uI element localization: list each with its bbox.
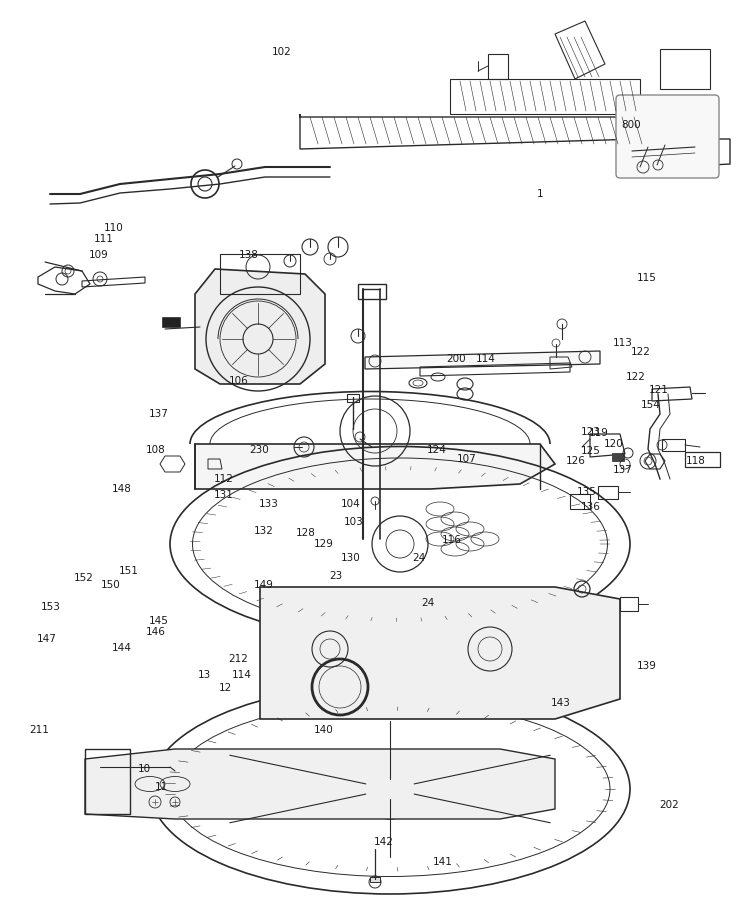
Text: 24: 24	[412, 552, 425, 563]
Text: 141: 141	[433, 856, 452, 867]
Text: 113: 113	[613, 337, 632, 348]
Text: 131: 131	[214, 489, 233, 500]
Text: 24: 24	[421, 597, 434, 608]
Text: 154: 154	[641, 399, 661, 410]
Text: 108: 108	[146, 444, 166, 455]
Bar	[370, 877, 380, 882]
Text: 129: 129	[314, 538, 334, 548]
Text: 139: 139	[637, 660, 656, 671]
Text: 202: 202	[659, 799, 679, 810]
Polygon shape	[260, 587, 620, 719]
Text: 145: 145	[149, 615, 169, 626]
Text: 149: 149	[254, 579, 274, 590]
Polygon shape	[195, 270, 325, 384]
Text: 211: 211	[29, 723, 49, 734]
Text: 112: 112	[214, 473, 233, 483]
Text: 800: 800	[622, 119, 641, 130]
Text: 1: 1	[537, 189, 543, 199]
Text: 140: 140	[314, 723, 334, 734]
Text: 136: 136	[581, 502, 601, 512]
Polygon shape	[365, 352, 600, 370]
Text: 103: 103	[344, 516, 364, 527]
Text: 115: 115	[637, 272, 656, 283]
Text: 132: 132	[254, 525, 274, 536]
Polygon shape	[85, 750, 555, 819]
Text: 144: 144	[112, 642, 131, 653]
Text: 118: 118	[686, 455, 706, 465]
Text: 107: 107	[457, 453, 476, 464]
Text: 124: 124	[427, 444, 446, 455]
Text: 230: 230	[249, 444, 268, 455]
Text: 116: 116	[442, 534, 461, 545]
Text: 135: 135	[577, 486, 596, 497]
Bar	[347, 394, 359, 402]
Text: 123: 123	[581, 426, 601, 437]
Text: 10: 10	[137, 763, 151, 774]
Text: 120: 120	[604, 438, 623, 449]
Text: 128: 128	[296, 527, 316, 538]
Text: 11: 11	[154, 781, 168, 792]
Polygon shape	[195, 445, 555, 490]
Text: 121: 121	[649, 384, 668, 395]
Text: 147: 147	[37, 633, 56, 644]
Text: 23: 23	[329, 570, 343, 581]
Text: 102: 102	[272, 47, 291, 58]
Text: 111: 111	[94, 234, 113, 244]
Text: 119: 119	[589, 428, 608, 438]
Text: 143: 143	[551, 696, 571, 707]
Text: 104: 104	[341, 498, 361, 509]
Text: 122: 122	[632, 346, 651, 357]
Bar	[358, 285, 386, 299]
Text: 142: 142	[374, 835, 394, 846]
Text: 152: 152	[74, 572, 94, 583]
Text: 138: 138	[239, 249, 259, 260]
Text: 122: 122	[626, 372, 646, 382]
Text: 137: 137	[613, 464, 632, 474]
Text: 109: 109	[89, 249, 109, 260]
Text: 114: 114	[232, 669, 251, 680]
Text: 212: 212	[229, 653, 248, 664]
Text: 106: 106	[229, 375, 248, 386]
Text: 153: 153	[41, 601, 61, 612]
Text: 133: 133	[259, 498, 278, 509]
Text: 146: 146	[146, 626, 166, 637]
FancyBboxPatch shape	[616, 96, 719, 179]
Text: 126: 126	[566, 455, 586, 465]
Bar	[162, 318, 180, 327]
Text: 114: 114	[476, 354, 496, 364]
Text: 130: 130	[341, 552, 361, 563]
Text: 137: 137	[149, 408, 169, 419]
Text: 151: 151	[119, 565, 139, 575]
Text: 12: 12	[218, 682, 232, 693]
Text: 110: 110	[104, 222, 124, 233]
Text: 125: 125	[581, 446, 601, 456]
Text: 150: 150	[101, 579, 121, 590]
Text: 13: 13	[197, 669, 211, 680]
Text: 200: 200	[446, 354, 466, 364]
Text: 148: 148	[112, 483, 131, 494]
Bar	[612, 454, 624, 462]
